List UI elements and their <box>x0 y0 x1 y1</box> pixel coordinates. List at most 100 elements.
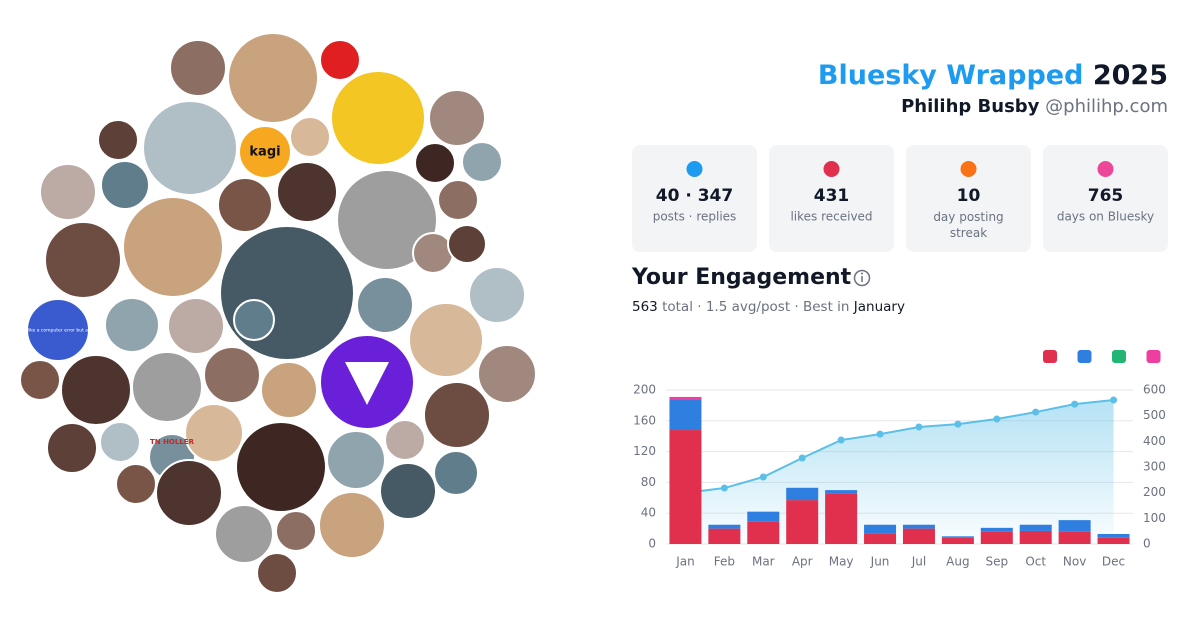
x-tick-label: Jun <box>870 555 890 569</box>
user-name: Philihp Busby <box>901 96 1040 117</box>
title-brand: Bluesky Wrapped <box>818 60 1084 91</box>
stat-label-line: day posting <box>933 210 1003 224</box>
bar-segment <box>747 511 780 522</box>
y2-tick-label: 300 <box>1143 460 1166 474</box>
avatar <box>46 422 98 474</box>
stat-card <box>769 145 894 252</box>
stat-label: likes received <box>790 210 872 224</box>
bar-segment <box>1058 520 1091 532</box>
avatar <box>408 302 484 378</box>
bar-segment <box>902 528 935 544</box>
line-point <box>954 420 962 428</box>
bar-segment <box>747 521 780 544</box>
bar-segment <box>1058 531 1091 544</box>
stat-value: 10 <box>957 186 981 206</box>
avatar <box>26 298 90 362</box>
chart: 0 40 80 120 160 200 0 100 200 300 400 500 600 Jan Feb M… <box>633 350 1166 569</box>
line-point <box>798 454 806 462</box>
avatar-cluster: kagi TN HOLLER i'm like a computer error b… <box>19 32 537 594</box>
avatar <box>468 266 526 324</box>
x-tick-label: Feb <box>714 555 735 569</box>
avatar <box>233 299 275 341</box>
x-tick-label: Aug <box>946 555 969 569</box>
legend-icon <box>1043 350 1057 363</box>
stat-icon <box>823 161 840 177</box>
avatar <box>169 39 227 97</box>
info-icon <box>853 269 871 287</box>
avatar <box>384 419 426 461</box>
bar-segment <box>864 533 897 544</box>
total: 563 <box>632 299 658 315</box>
y2-tick-label: 500 <box>1143 408 1166 422</box>
avatar <box>326 430 386 490</box>
avatar <box>412 232 454 274</box>
avatar <box>330 70 426 166</box>
vercel-logo <box>345 362 389 405</box>
avatar <box>227 32 319 124</box>
summary: total · 1.5 avg/post · Best in <box>662 299 849 315</box>
avatar <box>122 196 224 298</box>
line-point <box>720 484 728 492</box>
x-tick-label: Mar <box>752 555 775 569</box>
bar-segment <box>708 528 741 544</box>
avatar <box>428 89 486 147</box>
stat-card <box>906 145 1031 252</box>
line-point <box>1032 408 1040 416</box>
avatar <box>319 39 361 81</box>
avatar <box>260 361 318 419</box>
stat-value: 40 · 347 <box>656 186 733 206</box>
user-line: Philihp Busby @philihp.com <box>901 96 1168 117</box>
stat-card <box>632 145 757 252</box>
y2-tick-label: 200 <box>1143 485 1166 499</box>
stat-label: posts · replies <box>653 210 737 224</box>
x-tick-label: Apr <box>792 555 813 569</box>
avatar <box>99 421 141 463</box>
bar-segment <box>786 500 819 544</box>
legend-icon <box>1077 350 1092 363</box>
legend-icon <box>1146 350 1161 363</box>
stat-label-line: streak <box>950 226 987 240</box>
bar-segment <box>825 490 858 494</box>
avatar <box>437 179 479 221</box>
avatar <box>219 225 355 361</box>
y-tick-label: 0 <box>648 537 656 551</box>
bar-segment <box>786 487 819 501</box>
line-point <box>915 423 923 431</box>
y2-tick-label: 400 <box>1143 434 1166 448</box>
y2-tick-label: 600 <box>1143 383 1166 397</box>
avatar <box>39 163 97 221</box>
avatar <box>131 351 203 423</box>
bar-segment <box>941 537 974 544</box>
avatar <box>235 421 327 513</box>
line-point <box>759 473 767 481</box>
y-tick-label: 40 <box>641 506 656 520</box>
y-tick-label: 160 <box>633 413 656 427</box>
avatar <box>97 119 139 161</box>
stats: 40 · 347 posts · replies 431 likes received… <box>632 145 1168 252</box>
avatar <box>275 510 317 552</box>
x-tick-label: Dec <box>1102 555 1125 569</box>
x-tick-label: Sep <box>985 555 1008 569</box>
stat-value: 431 <box>814 186 850 206</box>
bar-segment <box>1019 524 1052 531</box>
title: Bluesky Wrapped 2025 <box>818 60 1168 91</box>
bar-segment <box>669 400 702 431</box>
bar-segment <box>1019 530 1052 544</box>
bar-segment <box>669 430 702 544</box>
stat-icon <box>960 161 977 177</box>
y-tick-label: 120 <box>633 444 656 458</box>
x-tick-label: Nov <box>1063 555 1086 569</box>
stat-icon <box>1097 161 1114 177</box>
line-point <box>837 436 845 444</box>
line <box>685 399 1114 494</box>
stat-value: 765 <box>1088 186 1124 206</box>
bar-segment <box>669 396 702 401</box>
bar-segment <box>941 536 974 538</box>
stat-card <box>1043 145 1168 252</box>
line-point <box>1071 400 1079 408</box>
avatar-label: i'm like a computer error but a girl <box>19 328 96 334</box>
avatar <box>256 552 298 594</box>
avatar <box>44 221 122 299</box>
avatar <box>379 462 437 520</box>
